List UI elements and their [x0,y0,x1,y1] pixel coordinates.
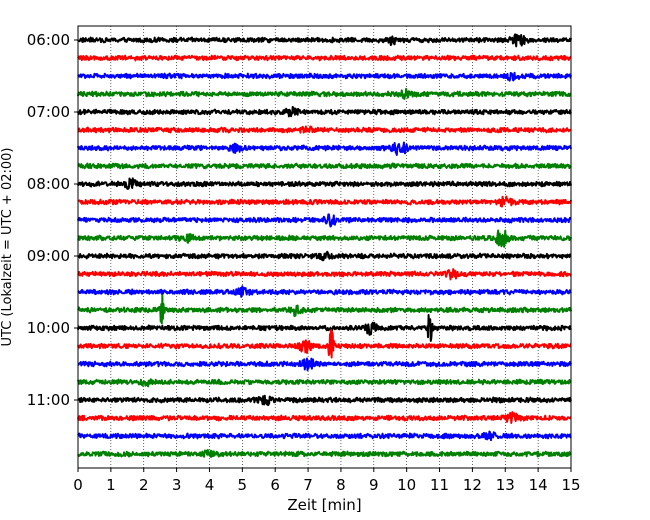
y-tick-label: 09:00 [27,247,70,265]
seismic-trace [77,125,572,134]
x-tick-label: 3 [172,476,182,494]
y-tick-label: 06:00 [27,31,70,49]
seismic-trace [77,105,572,118]
x-tick-label: 8 [336,476,346,494]
x-tick-label: 13 [496,476,515,494]
x-tick-label: 9 [369,476,379,494]
x-axis-label: Zeit [min] [287,496,361,514]
x-tick-label: 11 [430,476,449,494]
x-tick-label: 1 [106,476,116,494]
x-tick-label: 2 [139,476,149,494]
y-axis-label: UTC (Lokalzeit = UTC + 02:00) [0,148,15,347]
seismic-trace [77,71,572,82]
seismic-trace [77,54,572,62]
x-tick-label: 4 [205,476,215,494]
seismic-trace [77,378,572,388]
seismic-trace [77,87,572,100]
x-tick-label: 10 [397,476,416,494]
seismic-trace [77,213,572,228]
x-tick-label: 15 [561,476,580,494]
seismic-trace [77,430,572,442]
y-tick-label: 10:00 [27,319,70,337]
seismic-trace [77,449,572,458]
seismic-trace [77,314,572,342]
seismic-trace [77,294,572,325]
seismic-trace [77,195,572,208]
y-tick-label: 08:00 [27,175,70,193]
seismic-trace [77,411,572,424]
seismic-trace [77,357,572,372]
seismic-trace [77,394,572,407]
seismic-trace [77,329,572,359]
x-tick-label: 7 [303,476,313,494]
x-axis-ticks: 0 1 2 3 4 5 6 7 8 9 10 11 12 13 14 15 [73,468,581,494]
seismic-traces [77,33,572,458]
seismic-trace [77,33,572,48]
seismic-trace [77,268,572,281]
plot-frame [77,25,572,469]
seismic-trace [77,285,572,298]
y-axis-ticks: 06:00 07:00 08:00 09:00 10:00 11:00 [27,31,78,409]
seismic-trace [77,162,572,170]
x-tick-label: 5 [238,476,248,494]
x-tick-label: 0 [73,476,83,494]
x-tick-label: 12 [463,476,482,494]
x-tick-label: 6 [270,476,280,494]
seismic-trace [77,229,572,248]
seismic-trace [77,177,572,190]
y-tick-label: 11:00 [27,391,70,409]
x-tick-label: 14 [529,476,548,494]
seismic-trace [77,141,572,156]
seismic-trace [77,250,572,262]
y-tick-label: 07:00 [27,103,70,121]
